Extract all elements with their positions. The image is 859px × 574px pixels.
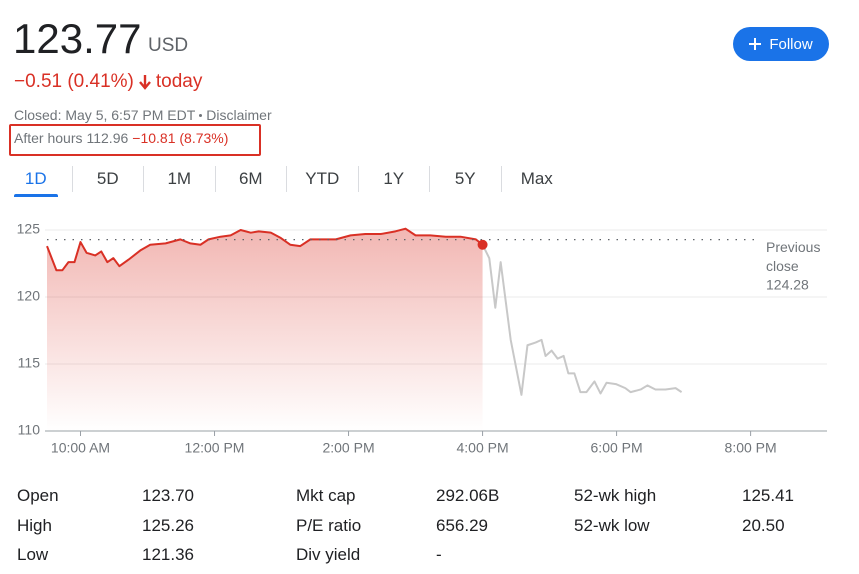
label-word: Previous [766, 239, 820, 255]
stat-label: Div yield [296, 545, 361, 564]
area [47, 228, 483, 431]
highlight-box [9, 124, 261, 156]
closed-time: Closed: May 5, 6:57 PM EDT [14, 107, 196, 123]
range-tab[interactable]: 1Y [357, 166, 430, 192]
stat-label: Mkt cap [296, 486, 356, 505]
down-arrow [138, 75, 151, 90]
range-tab[interactable]: 1M [143, 166, 215, 192]
stat-value: 125.41 [742, 486, 794, 505]
price-line [46, 227, 484, 272]
stat-value: 125.26 [142, 516, 194, 535]
stat-label: P/E ratio [296, 516, 362, 535]
stat-value: - [436, 545, 442, 564]
follow-button[interactable]: Follow [733, 27, 829, 61]
after-hours-change: −10.81 (8.73%) [132, 130, 229, 146]
range-tab[interactable]: 6M [214, 166, 287, 192]
stat-value: 20.50 [742, 516, 785, 535]
separator-dot [199, 113, 203, 117]
previous-close-value: 124.28 [766, 277, 809, 293]
currency: USD [148, 35, 189, 56]
x-tick-label: 10:00 AM [51, 440, 110, 456]
range-tab[interactable]: Max [500, 166, 573, 192]
last-point-marker [477, 239, 488, 250]
stat-value: 292.06B [436, 486, 500, 505]
stat-label: 52-wk high [574, 486, 657, 505]
y-tick-label: 120 [17, 288, 41, 304]
stat-value: 656.29 [436, 516, 488, 535]
change-row: −0.51 (0.41%) today [14, 71, 202, 93]
x-tick-label: 8:00 PM [725, 440, 777, 456]
disclaimer[interactable]: Disclaimer [206, 107, 272, 123]
after-hours-price: 112.96 [86, 130, 129, 146]
range-tab[interactable]: YTD [286, 166, 358, 192]
stat-label: Open [17, 486, 59, 505]
stat-value: 121.36 [142, 545, 194, 564]
range-tabs: 1D 5D 1M 6M YTD 1Y 5Y Max [0, 166, 573, 197]
price-line [481, 244, 683, 396]
stat-label: 52-wk low [574, 516, 650, 535]
y-tick-label: 115 [18, 355, 41, 371]
previous-close-label: Previous close [766, 239, 820, 274]
label-word: close [766, 258, 799, 274]
change-period: today [155, 71, 203, 92]
plus-icon [749, 38, 762, 50]
closed-row: Closed: May 5, 6:57 PM EDT Disclaimer [14, 107, 272, 123]
y-tick-label: 110 [18, 422, 41, 438]
x-tick-label: 4:00 PM [456, 440, 508, 456]
x-tick-label: 6:00 PM [591, 440, 643, 456]
follow-label: Follow [769, 35, 813, 53]
range-tab[interactable]: 1D [0, 166, 72, 197]
after-hours-label: After hours [14, 130, 83, 146]
range-tab[interactable]: 5D [71, 166, 144, 192]
range-tab[interactable]: 5Y [429, 166, 501, 192]
after-hours-row: After hours 112.96 −10.81 (8.73%) [14, 130, 228, 146]
x-tick-label: 2:00 PM [322, 440, 374, 456]
price: 123.77 [13, 15, 142, 62]
stat-value: 123.70 [142, 486, 194, 505]
stat-label: Low [17, 545, 49, 564]
y-tick-label: 125 [17, 221, 41, 237]
change: −0.51 (0.41%) [14, 71, 134, 92]
stat-label: High [17, 516, 52, 535]
x-tick-label: 12:00 PM [185, 440, 245, 456]
